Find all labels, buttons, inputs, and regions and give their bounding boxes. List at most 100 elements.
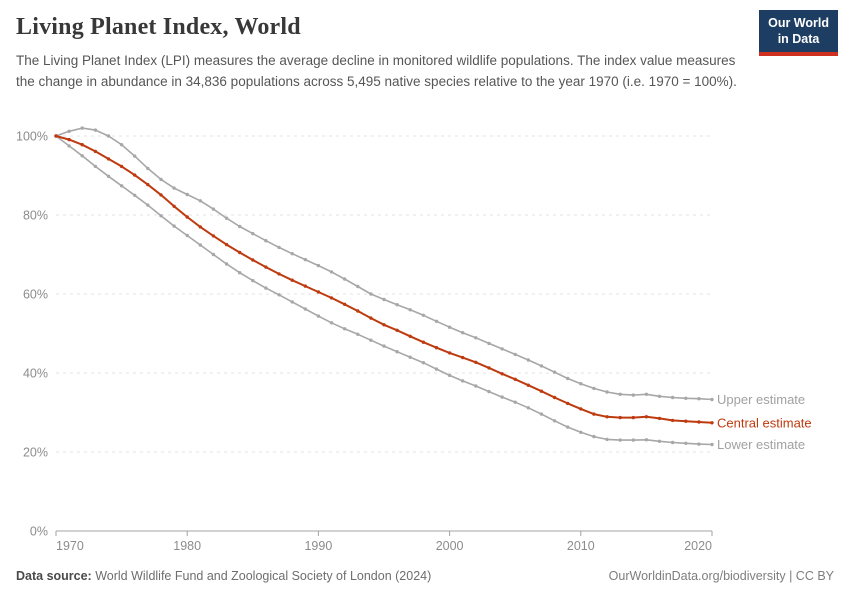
data-point: [67, 129, 71, 133]
attribution-text: OurWorldinData.org/biodiversity | CC BY: [608, 569, 834, 583]
data-point: [710, 442, 714, 447]
data-point: [618, 415, 622, 420]
data-point: [421, 340, 426, 344]
data-point: [539, 389, 544, 393]
data-point: [382, 344, 386, 348]
data-point: [474, 336, 478, 340]
data-point: [552, 370, 557, 374]
data-point: [461, 379, 465, 383]
data-point: [133, 173, 137, 177]
data-point: [461, 355, 465, 360]
data-point: [80, 143, 84, 147]
owid-logo: Our World in Data: [759, 10, 838, 57]
data-point: [119, 143, 124, 147]
data-point: [290, 252, 294, 256]
data-point: [644, 438, 649, 442]
data-point: [434, 346, 439, 350]
data-point: [80, 154, 84, 158]
data-point: [303, 284, 307, 288]
x-tick-label: 2000: [436, 539, 464, 553]
data-point: [172, 204, 176, 208]
data-point: [513, 352, 517, 357]
data-point: [605, 437, 609, 442]
data-point: [146, 203, 150, 207]
data-point: [277, 272, 281, 276]
data-point: [579, 430, 583, 434]
data-point: [421, 361, 426, 365]
data-point: [356, 309, 360, 313]
data-point: [539, 364, 544, 368]
data-point: [198, 225, 202, 229]
data-point: [159, 177, 163, 182]
data-point: [513, 377, 517, 381]
data-point: [264, 286, 268, 290]
data-point: [552, 395, 557, 400]
data-point: [500, 347, 504, 351]
x-tick-label: 1990: [304, 539, 332, 553]
data-point: [356, 332, 360, 336]
data-point: [526, 406, 530, 410]
data-point: [93, 149, 98, 154]
data-point: [684, 396, 688, 400]
data-point: [238, 224, 242, 229]
data-point: [670, 440, 675, 445]
data-point: [500, 372, 504, 376]
data-point: [605, 415, 609, 419]
data-point: [697, 442, 701, 446]
y-tick-label: 40%: [23, 367, 48, 381]
x-tick-label: 1970: [56, 539, 84, 553]
data-point: [447, 373, 452, 378]
data-point: [224, 216, 229, 220]
data-point: [592, 386, 596, 391]
data-point: [172, 186, 176, 190]
data-point: [487, 341, 491, 346]
data-point: [198, 243, 202, 247]
data-point: [670, 418, 675, 423]
data-point: [277, 245, 281, 250]
data-source: Data source: World Wildlife Fund and Zoo…: [16, 569, 431, 583]
data-point: [421, 313, 426, 317]
data-point: [631, 415, 635, 420]
data-point: [526, 358, 530, 362]
data-point: [198, 199, 202, 203]
data-point: [238, 271, 242, 275]
data-point: [644, 415, 649, 419]
owid-logo-line2: in Data: [777, 31, 820, 46]
series-central-estimate: Central estimate: [54, 134, 812, 430]
data-point: [487, 389, 491, 394]
data-point: [251, 278, 255, 283]
data-point: [684, 419, 688, 423]
data-point: [710, 397, 714, 402]
data-point: [566, 376, 570, 381]
series-line-lower-estimate: [55, 135, 713, 446]
data-point: [670, 395, 675, 400]
data-point: [592, 434, 596, 439]
y-tick-label: 20%: [23, 446, 48, 460]
data-point: [657, 416, 662, 421]
x-tick-label: 1980: [173, 539, 201, 553]
data-point: [382, 297, 386, 302]
x-tick-label: 2020: [684, 539, 712, 553]
data-point: [224, 242, 229, 247]
owid-logo-line1: Our World: [768, 16, 829, 30]
data-point: [185, 233, 189, 238]
data-point: [277, 293, 281, 297]
chart-subtitle: The Living Planet Index (LPI) measures t…: [16, 53, 737, 89]
data-point: [224, 262, 229, 266]
data-point: [434, 319, 439, 323]
series-line-upper-estimate: [55, 127, 713, 401]
data-point: [474, 360, 478, 364]
data-point: [408, 308, 412, 312]
data-point: [566, 425, 570, 429]
data-point: [264, 239, 268, 243]
data-point: [290, 300, 294, 304]
data-point: [657, 439, 662, 443]
data-point: [579, 407, 583, 411]
data-point: [618, 438, 622, 442]
data-point: [303, 307, 307, 311]
y-tick-label: 80%: [23, 209, 48, 223]
data-point: [93, 164, 98, 169]
data-point: [487, 366, 491, 370]
data-point: [657, 394, 662, 398]
